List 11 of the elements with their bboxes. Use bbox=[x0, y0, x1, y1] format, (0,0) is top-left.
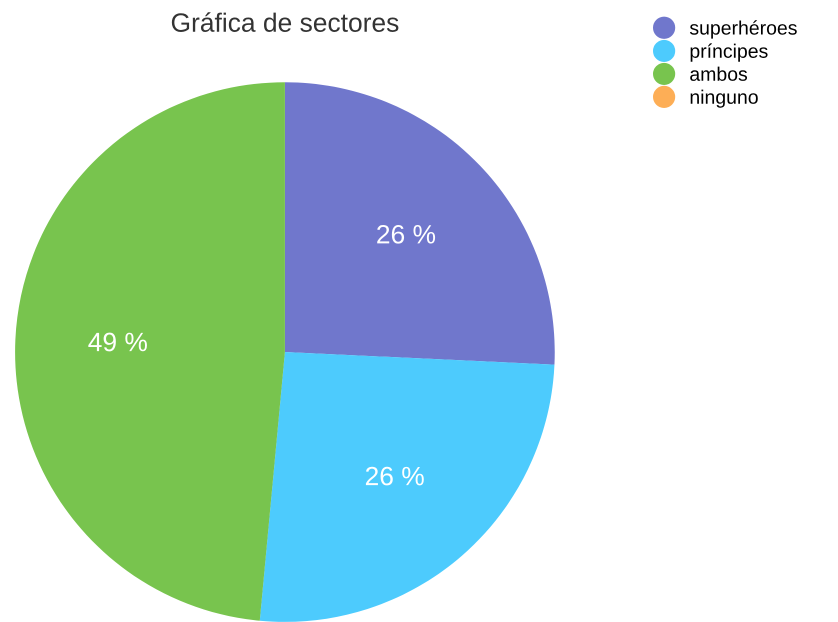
legend-label: superhéroes bbox=[690, 20, 797, 39]
legend-label: príncipes bbox=[690, 43, 768, 62]
pie-slice bbox=[260, 352, 554, 622]
chart-title: Gráfica de sectores bbox=[172, 12, 398, 32]
data-label: 26 % bbox=[366, 466, 424, 486]
legend-label: ambos bbox=[690, 66, 748, 81]
data-label: 26 % bbox=[377, 224, 436, 244]
pie-slice bbox=[284, 82, 555, 365]
pie-slice bbox=[15, 82, 285, 621]
legend-label: ninguno bbox=[690, 90, 758, 108]
data-label: 49 % bbox=[88, 332, 147, 352]
